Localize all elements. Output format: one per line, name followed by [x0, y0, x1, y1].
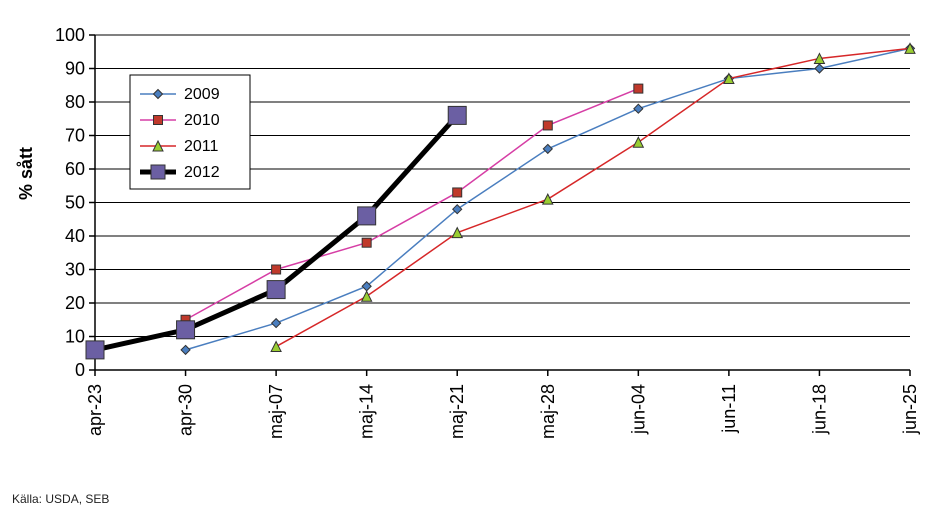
svg-text:10: 10	[65, 327, 85, 347]
svg-text:70: 70	[65, 126, 85, 146]
svg-text:2010: 2010	[184, 112, 220, 129]
chart-container: % sått 0 10 20 30 40 50 60 70 80 90 100 apr-23 apr-3…	[0, 0, 935, 520]
svg-text:maj-14: maj-14	[357, 384, 377, 439]
svg-text:60: 60	[65, 159, 85, 179]
svg-text:maj-07: maj-07	[266, 384, 286, 439]
source-label: Källa: USDA, SEB	[12, 492, 109, 506]
svg-text:apr-30: apr-30	[176, 384, 196, 436]
line-chart: 0 10 20 30 40 50 60 70 80 90 100 apr-23 apr-30 maj-07…	[0, 0, 935, 470]
svg-text:30: 30	[65, 260, 85, 280]
svg-text:40: 40	[65, 226, 85, 246]
svg-text:jun-11: jun-11	[719, 384, 739, 434]
svg-text:100: 100	[55, 25, 85, 45]
y-axis-label: % sått	[16, 147, 37, 200]
svg-text:0: 0	[75, 360, 85, 380]
svg-text:maj-21: maj-21	[447, 384, 467, 439]
svg-text:20: 20	[65, 293, 85, 313]
svg-text:apr-23: apr-23	[85, 384, 105, 436]
svg-text:2012: 2012	[184, 164, 220, 181]
svg-text:50: 50	[65, 193, 85, 213]
svg-text:90: 90	[65, 59, 85, 79]
svg-text:80: 80	[65, 92, 85, 112]
svg-text:2009: 2009	[184, 86, 220, 103]
svg-text:jun-18: jun-18	[809, 384, 829, 435]
svg-text:jun-04: jun-04	[628, 384, 648, 435]
svg-text:maj-28: maj-28	[538, 384, 558, 439]
svg-text:jun-25: jun-25	[900, 384, 920, 435]
svg-text:2011: 2011	[184, 138, 219, 155]
